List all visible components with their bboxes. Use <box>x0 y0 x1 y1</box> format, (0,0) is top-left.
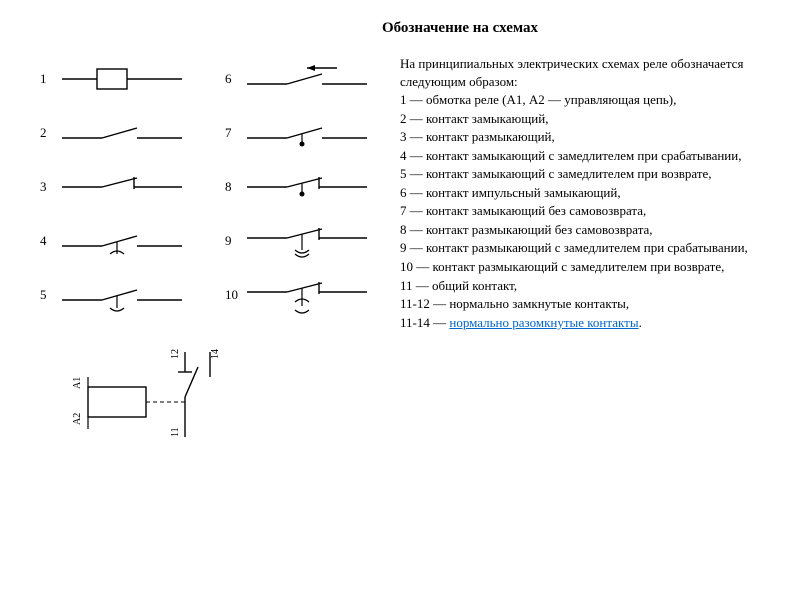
last-prefix: 11-14 — <box>400 315 449 330</box>
symbol-row-8: 8 <box>225 163 380 211</box>
description-column: На принципиальных электрических схемах р… <box>400 55 770 452</box>
content-wrap: 1 6 2 <box>30 55 770 452</box>
relay-wiring-icon: А1 А2 11 12 14 <box>70 337 270 447</box>
desc-line: 5 — контакт замыкающий с замедлителем пр… <box>400 165 770 183</box>
symbol-row-10: 10 <box>225 271 380 319</box>
symbol-num: 7 <box>225 125 239 141</box>
symbol-grid: 1 6 2 <box>40 55 380 319</box>
desc-line: 3 — контакт размыкающий, <box>400 128 770 146</box>
symbol-row-2: 2 <box>40 109 195 157</box>
relay-wiring-diagram: А1 А2 11 12 14 <box>70 337 380 452</box>
desc-line: 9 — контакт размыкающий с замедлителем п… <box>400 239 770 257</box>
no-delay-on-icon <box>62 218 182 264</box>
symbol-num: 4 <box>40 233 54 249</box>
nc-contact-icon <box>62 164 182 210</box>
nc-latching-contact-icon <box>247 164 367 210</box>
desc-line: 11 — общий контакт, <box>400 277 770 295</box>
desc-line: 1 — обмотка реле (А1, А2 — управляющая ц… <box>400 91 770 109</box>
symbol-row-3: 3 <box>40 163 195 211</box>
nc-delay-on-icon <box>247 218 367 264</box>
symbol-row-9: 9 <box>225 217 380 265</box>
symbol-row-1: 1 <box>40 55 195 103</box>
no-latching-contact-icon <box>247 110 367 156</box>
symbol-row-6: 6 <box>225 55 380 103</box>
symbol-num: 9 <box>225 233 239 249</box>
desc-line: 8 — контакт размыкающий без самовозврата… <box>400 221 770 239</box>
symbol-num: 6 <box>225 71 239 87</box>
symbol-num: 5 <box>40 287 54 303</box>
label-a1: А1 <box>72 377 83 389</box>
desc-line: 4 — контакт замыкающий с замедлителем пр… <box>400 147 770 165</box>
no-contact-icon <box>62 110 182 156</box>
symbol-num: 3 <box>40 179 54 195</box>
desc-line-last: 11-14 — нормально разомкнутые контакты. <box>400 314 770 332</box>
label-a2: А2 <box>72 413 83 425</box>
label-12: 12 <box>170 349 181 359</box>
no-delay-off-icon <box>62 272 182 318</box>
intro-text: На принципиальных электрических схемах р… <box>400 55 770 90</box>
normally-open-link[interactable]: нормально разомкнутые контакты <box>449 315 638 330</box>
desc-line: 2 — контакт замыкающий, <box>400 110 770 128</box>
nc-delay-off-icon <box>247 272 367 318</box>
desc-line: 11-12 — нормально замкнутые контакты, <box>400 295 770 313</box>
last-suffix: . <box>639 315 642 330</box>
pulse-no-contact-icon <box>247 56 367 102</box>
desc-line: 6 — контакт импульсный замыкающий, <box>400 184 770 202</box>
symbol-num: 2 <box>40 125 54 141</box>
desc-line: 10 — контакт размыкающий с замедлителем … <box>400 258 770 276</box>
diagram-column: 1 6 2 <box>30 55 380 452</box>
desc-line: 7 — контакт замыкающий без самовозврата, <box>400 202 770 220</box>
symbol-row-5: 5 <box>40 271 195 319</box>
label-11: 11 <box>170 427 181 437</box>
symbol-num: 10 <box>225 287 239 303</box>
label-14: 14 <box>210 349 221 359</box>
page-title: Обозначение на схемах <box>150 20 770 37</box>
symbol-num: 8 <box>225 179 239 195</box>
symbol-row-4: 4 <box>40 217 195 265</box>
symbol-num: 1 <box>40 71 54 87</box>
relay-coil-icon <box>62 56 182 102</box>
symbol-row-7: 7 <box>225 109 380 157</box>
